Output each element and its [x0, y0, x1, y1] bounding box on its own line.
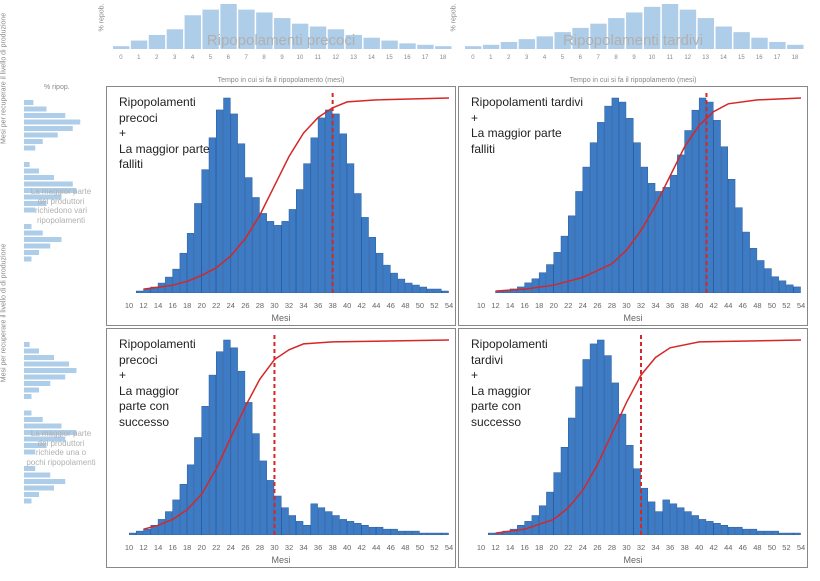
panel-label-0: Ripopolamentiprecoci+La maggior partefal…	[119, 95, 210, 173]
left-marginal-text: La maggior parte dei produttori richiede…	[26, 429, 96, 467]
svg-text:7: 7	[245, 55, 249, 61]
svg-text:4: 4	[543, 55, 547, 61]
top-histogram-left: % repob. 0123456789101112131415161718 Ri…	[106, 4, 456, 84]
main-panel-0: Ripopolamentiprecoci+La maggior partefal…	[106, 86, 456, 326]
svg-text:15: 15	[386, 55, 393, 61]
main-panel-1: Ripopolamenti tardivi+La maggior partefa…	[458, 86, 808, 326]
svg-text:16: 16	[756, 55, 763, 61]
svg-text:14: 14	[720, 55, 727, 61]
svg-text:9: 9	[632, 55, 636, 61]
main-panel-2: Ripopolamentiprecoci+La maggiorparte con…	[106, 328, 456, 568]
svg-text:1: 1	[489, 55, 493, 61]
panel-xlabel: Mesi	[623, 555, 642, 565]
svg-text:0: 0	[119, 55, 123, 61]
svg-text:5: 5	[561, 55, 565, 61]
svg-text:7: 7	[597, 55, 601, 61]
svg-text:12: 12	[332, 55, 339, 61]
top-histogram-right: % repob. 0123456789101112131415161718 Ri…	[458, 4, 808, 84]
top-xlabel: Tempo in cui si fa il ripopolamento (mes…	[570, 77, 697, 84]
svg-text:8: 8	[614, 55, 618, 61]
svg-text:6: 6	[227, 55, 231, 61]
svg-text:3: 3	[525, 55, 529, 61]
panel-label-2: Ripopolamentiprecoci+La maggiorparte con…	[119, 337, 196, 431]
svg-text:11: 11	[315, 55, 322, 61]
svg-text:9: 9	[280, 55, 284, 61]
svg-text:13: 13	[702, 55, 709, 61]
svg-text:2: 2	[507, 55, 511, 61]
svg-text:14: 14	[368, 55, 375, 61]
svg-text:17: 17	[774, 55, 781, 61]
top-title-right: Ripopolamenti tardivi	[563, 32, 703, 49]
svg-text:4: 4	[191, 55, 195, 61]
svg-text:18: 18	[440, 55, 447, 61]
svg-text:10: 10	[297, 55, 304, 61]
left-marginal-bottom: Mesi per recuperare il livello di di pro…	[4, 328, 104, 568]
top-ylabel: % repob.	[451, 3, 458, 31]
left-marginal-top: Mesi per recuperare il livello di produz…	[4, 86, 104, 326]
panel-xlabel: Mesi	[271, 555, 290, 565]
svg-text:15: 15	[738, 55, 745, 61]
left-marginal-text: La maggior parte dei produttori richiedo…	[26, 187, 96, 225]
svg-text:0: 0	[471, 55, 475, 61]
panel-label-1: Ripopolamenti tardivi+La maggior partefa…	[471, 95, 583, 157]
left-toplabel: % ripop.	[44, 84, 70, 91]
svg-text:17: 17	[422, 55, 429, 61]
svg-text:18: 18	[792, 55, 799, 61]
main-panel-3: Ripopolamentitardivi+La maggiorparte con…	[458, 328, 808, 568]
panel-xlabel: Mesi	[271, 313, 290, 323]
left-ylabel: Mesi per recuperare il livello di produz…	[1, 13, 8, 144]
svg-text:3: 3	[173, 55, 177, 61]
panel-label-3: Ripopolamentitardivi+La maggiorparte con…	[471, 337, 548, 431]
top-xlabel: Tempo in cui si fa il ripopolamento (mes…	[218, 77, 345, 84]
svg-text:11: 11	[667, 55, 674, 61]
left-ylabel: Mesi per recuperare il livello di di pro…	[1, 244, 8, 383]
svg-text:16: 16	[404, 55, 411, 61]
top-ylabel: % repob.	[99, 3, 106, 31]
top-title-left: Ripopolamenti precoci	[207, 32, 355, 49]
svg-text:13: 13	[350, 55, 357, 61]
svg-text:5: 5	[209, 55, 213, 61]
svg-text:8: 8	[262, 55, 266, 61]
panel-xlabel: Mesi	[623, 313, 642, 323]
svg-text:10: 10	[649, 55, 656, 61]
svg-text:1: 1	[137, 55, 141, 61]
svg-text:6: 6	[579, 55, 583, 61]
svg-text:2: 2	[155, 55, 159, 61]
svg-text:12: 12	[684, 55, 691, 61]
